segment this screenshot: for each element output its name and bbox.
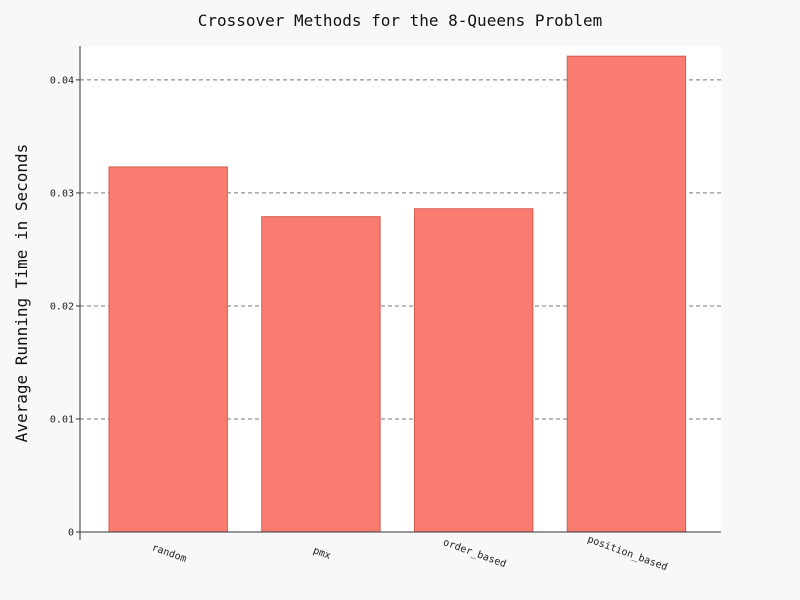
y-tick-label: 0.02: [50, 301, 74, 312]
bar-pmx: [261, 216, 381, 533]
y-tick-label: 0.01: [50, 414, 74, 425]
y-tick-label: 0.04: [50, 75, 74, 86]
y-tick-label: 0.03: [50, 188, 74, 199]
x-tick-label: position_based: [586, 534, 669, 573]
x-tick-label: order_based: [442, 537, 508, 570]
y-axis-label: Average Running Time in Seconds: [12, 144, 31, 443]
x-tick-label: random: [150, 542, 188, 565]
y-tick-label: 0: [68, 528, 74, 539]
bar-position-based: [566, 55, 687, 533]
x-tick-label: pmx: [311, 545, 332, 562]
bar-order-based: [414, 208, 534, 533]
bar-random: [108, 166, 228, 533]
y-ticks: 0 0.01 0.02 0.03 0.04: [50, 75, 80, 539]
chart-title: Crossover Methods for the 8-Queens Probl…: [198, 11, 603, 30]
x-tick-labels: random pmx order_based position_based: [150, 534, 669, 573]
